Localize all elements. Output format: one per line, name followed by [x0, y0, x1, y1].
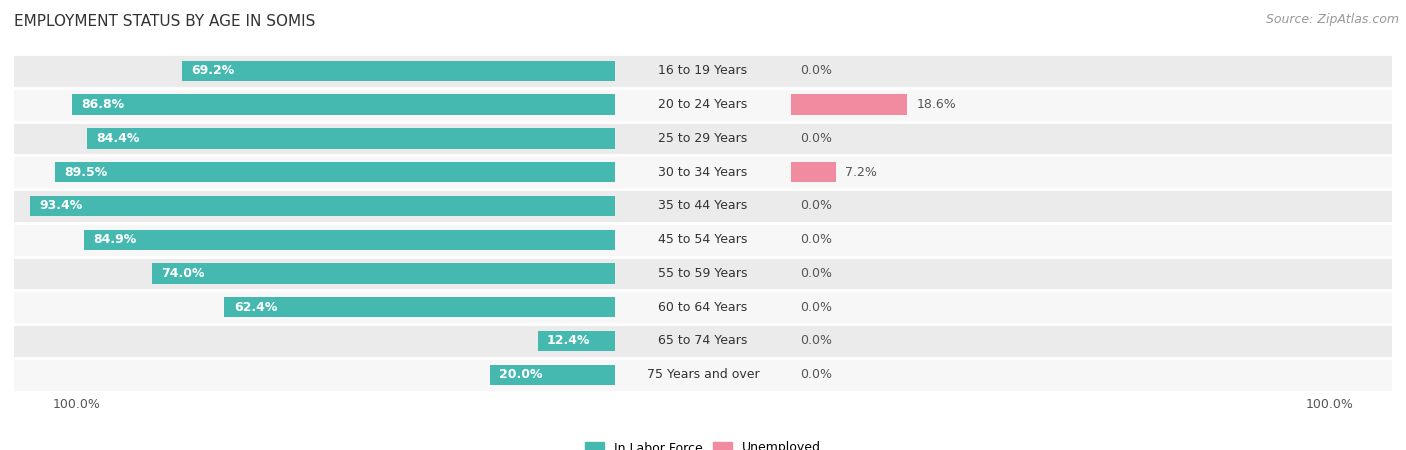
- Text: 20 to 24 Years: 20 to 24 Years: [658, 98, 748, 111]
- Bar: [14, 155, 1392, 189]
- Text: 62.4%: 62.4%: [233, 301, 277, 314]
- Text: 18.6%: 18.6%: [917, 98, 956, 111]
- Text: 60 to 64 Years: 60 to 64 Years: [658, 301, 748, 314]
- Text: 35 to 44 Years: 35 to 44 Years: [658, 199, 748, 212]
- Text: 20.0%: 20.0%: [499, 368, 543, 381]
- Text: 0.0%: 0.0%: [800, 233, 832, 246]
- Text: 84.4%: 84.4%: [96, 132, 139, 145]
- Bar: [87, 128, 616, 149]
- Bar: [537, 331, 616, 351]
- Text: 86.8%: 86.8%: [82, 98, 124, 111]
- Bar: [14, 189, 1392, 223]
- Legend: In Labor Force, Unemployed: In Labor Force, Unemployed: [581, 436, 825, 450]
- Text: 89.5%: 89.5%: [65, 166, 107, 179]
- Bar: [55, 162, 616, 182]
- Text: 65 to 74 Years: 65 to 74 Years: [658, 334, 748, 347]
- Text: 25 to 29 Years: 25 to 29 Years: [658, 132, 748, 145]
- Bar: [14, 256, 1392, 290]
- Text: 0.0%: 0.0%: [800, 64, 832, 77]
- Bar: [14, 122, 1392, 155]
- Bar: [83, 230, 616, 250]
- Text: 16 to 19 Years: 16 to 19 Years: [658, 64, 748, 77]
- Text: 93.4%: 93.4%: [39, 199, 83, 212]
- Text: 7.2%: 7.2%: [845, 166, 877, 179]
- Bar: [491, 364, 616, 385]
- Text: 30 to 34 Years: 30 to 34 Years: [658, 166, 748, 179]
- Bar: [72, 94, 616, 115]
- Bar: [14, 223, 1392, 256]
- Text: 0.0%: 0.0%: [800, 199, 832, 212]
- Text: 75 Years and over: 75 Years and over: [647, 368, 759, 381]
- Bar: [14, 358, 1392, 392]
- Text: 55 to 59 Years: 55 to 59 Years: [658, 267, 748, 280]
- Text: 74.0%: 74.0%: [162, 267, 205, 280]
- Text: 0.0%: 0.0%: [800, 132, 832, 145]
- Text: 12.4%: 12.4%: [547, 334, 591, 347]
- Bar: [14, 88, 1392, 122]
- Text: 0.0%: 0.0%: [800, 267, 832, 280]
- Bar: [790, 162, 835, 182]
- Text: 0.0%: 0.0%: [800, 368, 832, 381]
- Bar: [31, 196, 616, 216]
- Bar: [152, 263, 616, 284]
- Text: 45 to 54 Years: 45 to 54 Years: [658, 233, 748, 246]
- Bar: [790, 94, 907, 115]
- Text: 69.2%: 69.2%: [191, 64, 235, 77]
- Bar: [14, 290, 1392, 324]
- Text: 84.9%: 84.9%: [93, 233, 136, 246]
- Bar: [14, 54, 1392, 88]
- Bar: [14, 324, 1392, 358]
- Bar: [225, 297, 616, 317]
- Text: Source: ZipAtlas.com: Source: ZipAtlas.com: [1265, 14, 1399, 27]
- Text: 0.0%: 0.0%: [800, 301, 832, 314]
- Bar: [181, 61, 616, 81]
- Text: 0.0%: 0.0%: [800, 334, 832, 347]
- Text: EMPLOYMENT STATUS BY AGE IN SOMIS: EMPLOYMENT STATUS BY AGE IN SOMIS: [14, 14, 315, 28]
